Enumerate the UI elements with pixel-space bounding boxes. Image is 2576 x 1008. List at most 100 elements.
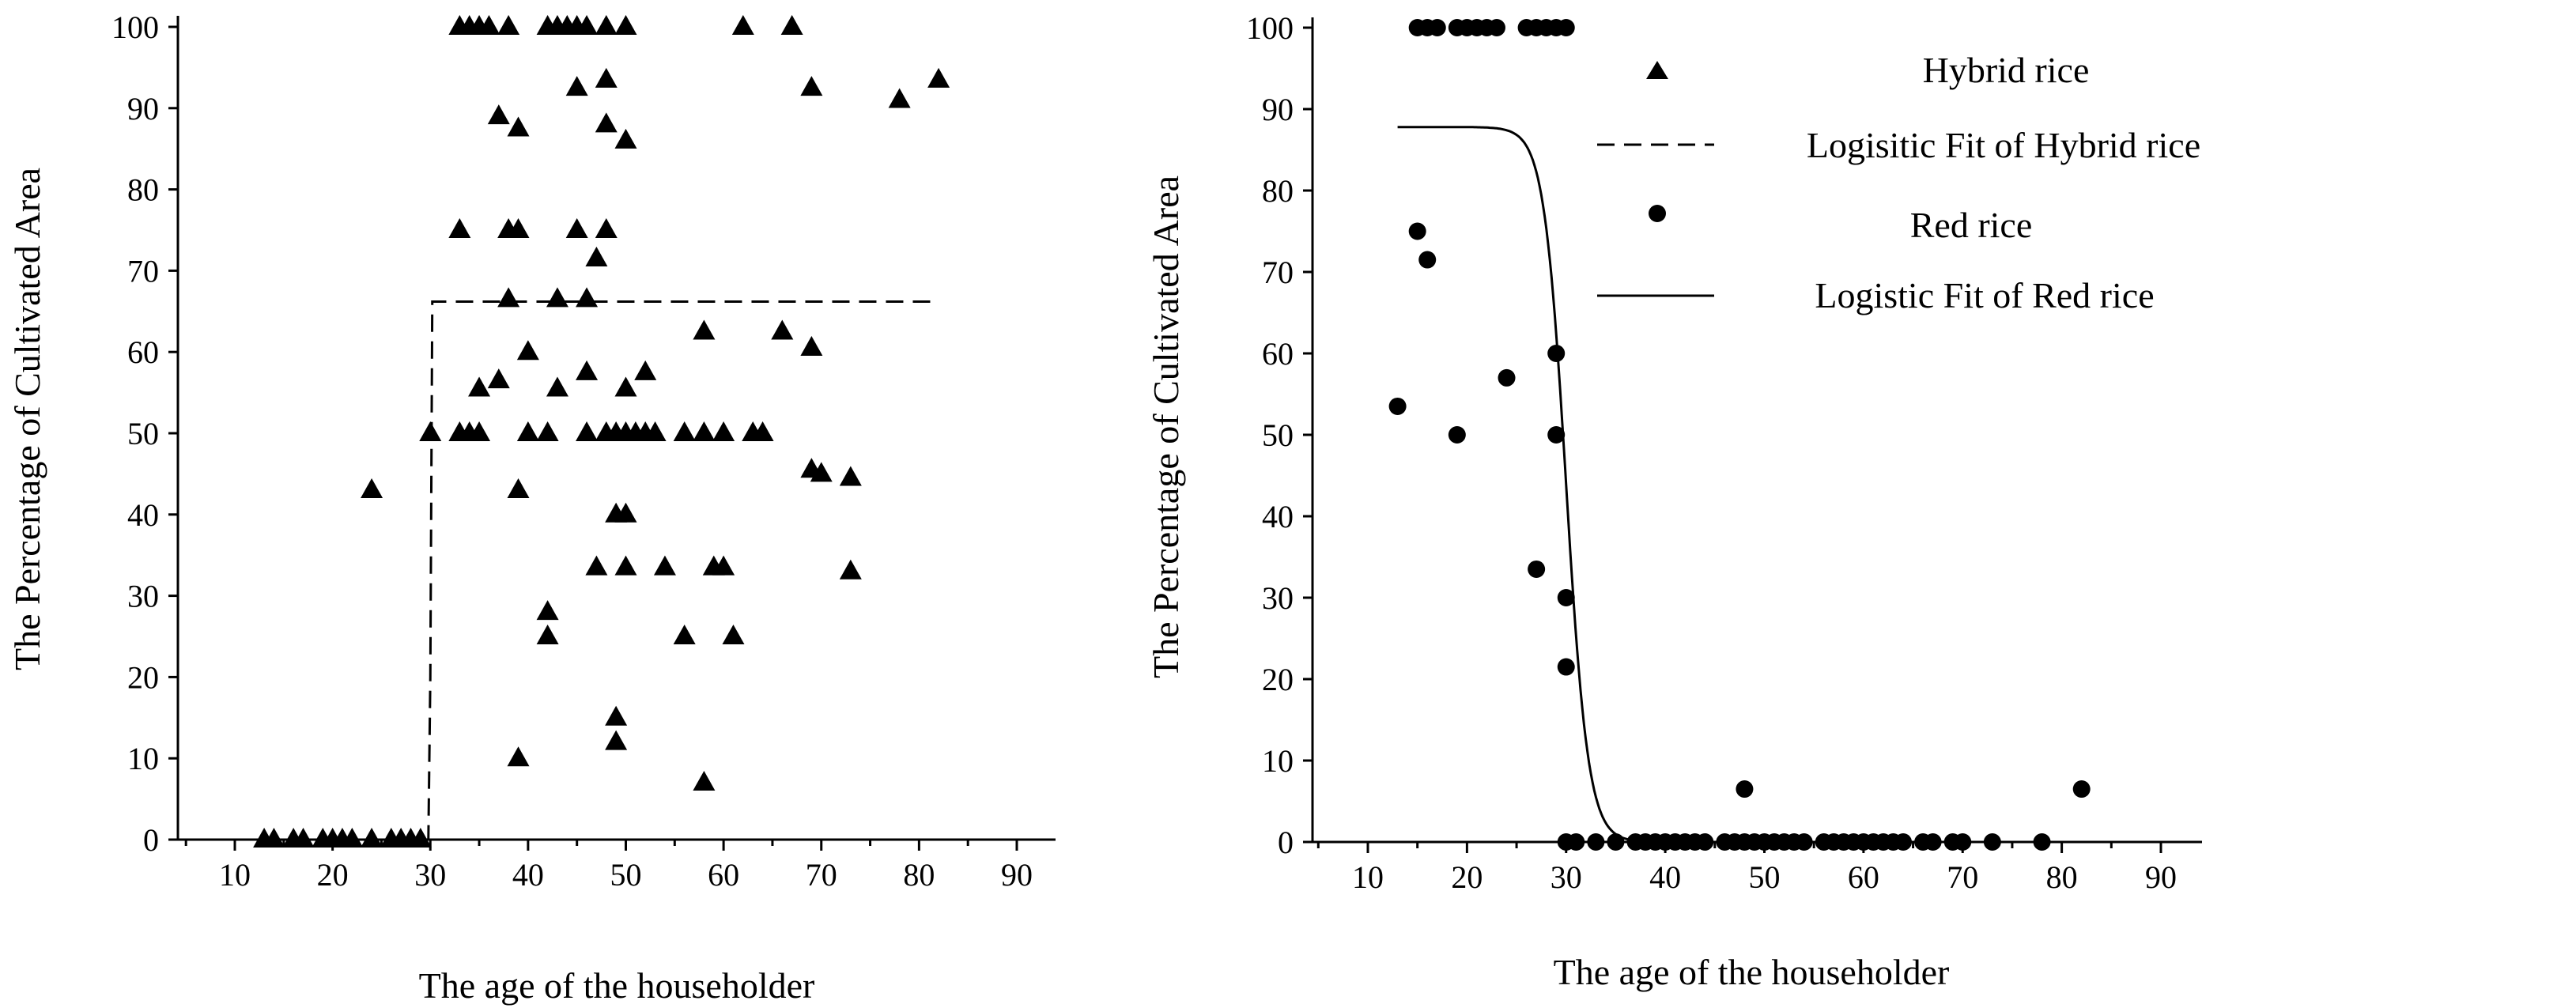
left-y-tick-label: 100 [111,9,159,45]
legend-red-fit-label: Logistic Fit of Red rice [1815,275,2154,315]
right-y-tick-label: 70 [1262,255,1294,290]
left-x-tick-label: 90 [1001,857,1033,893]
right-x-tick-label: 80 [2046,859,2078,895]
hybrid-rice-point [653,555,676,576]
hybrid-rice-point [497,287,520,308]
hybrid-rice-point [507,218,530,238]
hybrid-rice-point [731,15,754,35]
hybrid-rice-point [263,828,285,848]
right-y-tick-label: 10 [1262,743,1294,779]
hybrid-rice-point [673,421,696,441]
right-y-tick-label: 20 [1262,662,1294,697]
hybrid-rice-point [614,128,637,149]
legend-red-rice-marker [1649,205,1666,222]
hybrid-rice-point [810,462,833,482]
hybrid-rice-point [693,771,716,791]
red-rice-point [1408,222,1426,240]
legend-hybrid-fit-label: Logisitic Fit of Hybrid rice [1807,125,2200,165]
left-x-axis-title: The age of the householder [419,965,815,1006]
hybrid-rice-point [576,287,599,308]
left-y-tick-label: 20 [127,659,159,695]
hybrid-rice-point [614,502,637,523]
right-x-tick-label: 70 [1947,859,1978,895]
hybrid-rice-point [888,88,911,108]
hybrid-rice-point [751,421,774,441]
right-y-tick-label: 100 [1246,10,1294,46]
right-y-tick-label: 90 [1262,92,1294,127]
right-x-tick-label: 30 [1551,859,1582,895]
right-y-tick-label: 60 [1262,336,1294,372]
hybrid-rice-point [595,112,618,133]
hybrid-rice-point [712,421,735,441]
right-x-tick-label: 40 [1649,859,1681,895]
hybrid-rice-point [839,466,862,486]
red-rice-point [1557,19,1575,36]
red-rice-point [1498,368,1516,387]
hybrid-rice-point [497,15,520,35]
hybrid-rice-point [468,376,491,397]
hybrid-rice-point [487,368,510,389]
left-y-tick-label: 60 [127,334,159,370]
left-x-tick-label: 10 [219,857,251,893]
hybrid-rice-point [585,555,608,576]
left-y-tick-label: 70 [127,253,159,289]
right-x-tick-label: 20 [1451,859,1483,895]
hybrid-rice-point [673,625,696,644]
left-x-tick-label: 30 [414,857,446,893]
hybrid-rice-point [546,287,568,308]
red-rice-point [1487,19,1505,36]
left-y-tick-label: 0 [143,822,159,858]
red-rice-point [1547,345,1566,362]
legend-red-rice-label: Red rice [1910,205,2033,245]
hybrid-rice-point [595,67,618,88]
right-y-tick-label: 80 [1262,173,1294,209]
left-x-tick-label: 50 [610,857,642,893]
hybrid-rice-point [614,376,637,397]
hybrid-rice-point [800,76,823,96]
hybrid-rice-point [927,67,950,88]
hybrid-rice-point [693,421,716,441]
left-y-tick-label: 10 [127,741,159,776]
hybrid-rice-point [780,15,803,35]
right-x-tick-label: 90 [2145,859,2177,895]
right-x-axis-title: The age of the householder [1554,952,1950,992]
legend-hybrid-rice-marker [1646,61,1668,79]
hybrid-rice-point [693,319,716,340]
red-rice-point [1736,780,1754,798]
hybrid-rice-point [605,705,628,726]
hybrid-rice-point [605,730,628,750]
hybrid-rice-point [507,746,530,767]
left-y-tick-label: 90 [127,91,159,126]
red-rice-point [1557,658,1575,676]
right-y-tick-label: 50 [1262,417,1294,453]
left-y-tick-label: 80 [127,172,159,208]
chart-right-red-rice: 0 10 20 30 40 50 60 70 80 90 100 10 20 30 40 50 60 70 80 90… [1146,10,2202,992]
hybrid-rice-point [614,15,637,35]
chart-left-hybrid-rice: 0 10 20 30 40 50 60 70 80 90 100 10 20 30 40 50 60 70 80 90… [7,9,1056,1006]
hybrid-rice-point [585,246,608,266]
hybrid-rice-point [644,421,667,441]
left-y-tick-label: 50 [127,416,159,451]
hybrid-rice-point [595,15,618,35]
right-x-tick-label: 60 [1848,859,1879,895]
hybrid-rice-point [839,559,862,580]
hybrid-rice-point [800,336,823,357]
hybrid-rice-point [409,828,432,848]
hybrid-rice-point [565,218,588,238]
hybrid-rice-point [546,376,568,397]
hybrid-rice-point [361,478,383,498]
hybrid-rice-point [634,360,657,380]
right-y-tick-label: 30 [1262,580,1294,616]
left-y-tick-label: 40 [127,497,159,533]
hybrid-rice-point [516,340,539,361]
hybrid-rice-point [507,116,530,137]
legend: Hybrid rice Logisitic Fit of Hybrid rice… [1597,50,2200,315]
hybrid-rice-point [507,478,530,498]
red-rice-point [1528,560,1546,578]
hybrid-rice-point [536,625,559,644]
red-rice-point [1448,426,1466,444]
hybrid-rice-point [576,421,599,441]
red-rice-point [2072,780,2091,798]
right-x-tick-label: 50 [1749,859,1781,895]
